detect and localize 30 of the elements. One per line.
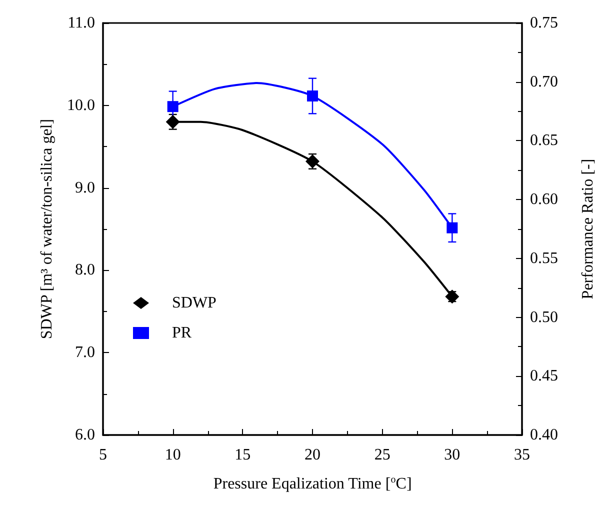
y2-tick-label: 0.40 [530, 426, 558, 444]
x-tick-label: 15 [234, 446, 251, 464]
x-tick-label: 5 [99, 446, 107, 464]
x-tick-label: 35 [514, 446, 530, 464]
point [445, 290, 460, 304]
point [166, 114, 180, 129]
x-tick-label: 20 [304, 446, 320, 464]
y2-tick-label: 0.75 [530, 14, 558, 32]
legend-label: SDWP [172, 294, 217, 312]
y2-tick-label: 0.60 [530, 191, 558, 208]
y-tick-label: 8.0 [75, 262, 95, 279]
y2-tick-label: 0.70 [530, 73, 558, 90]
x-tick-label: 30 [444, 446, 460, 464]
y2-axis-title: Performance Ratio [-] [580, 158, 596, 300]
y2-tick-label: 0.55 [530, 250, 558, 267]
y-tick-label: 7.0 [75, 344, 95, 362]
point [167, 101, 178, 112]
y-tick-label: 11.0 [68, 14, 95, 32]
x-tick-label: 10 [164, 446, 181, 464]
y2-tick-label: 0.65 [530, 132, 558, 150]
y2-tick-label: 0.45 [530, 368, 558, 385]
y2-tick-label: 0.50 [530, 308, 558, 326]
point [446, 222, 458, 234]
y-tick-label: 10.0 [67, 96, 95, 114]
y-axis-title: SDWP [m³ of water/ton-silica gel] [38, 118, 56, 340]
x-tick-label: 25 [374, 446, 390, 464]
y-tick-label: 9.0 [75, 179, 95, 196]
y-tick-label: 6.0 [75, 426, 95, 444]
legend-label: PR [172, 324, 192, 342]
point [307, 90, 318, 102]
